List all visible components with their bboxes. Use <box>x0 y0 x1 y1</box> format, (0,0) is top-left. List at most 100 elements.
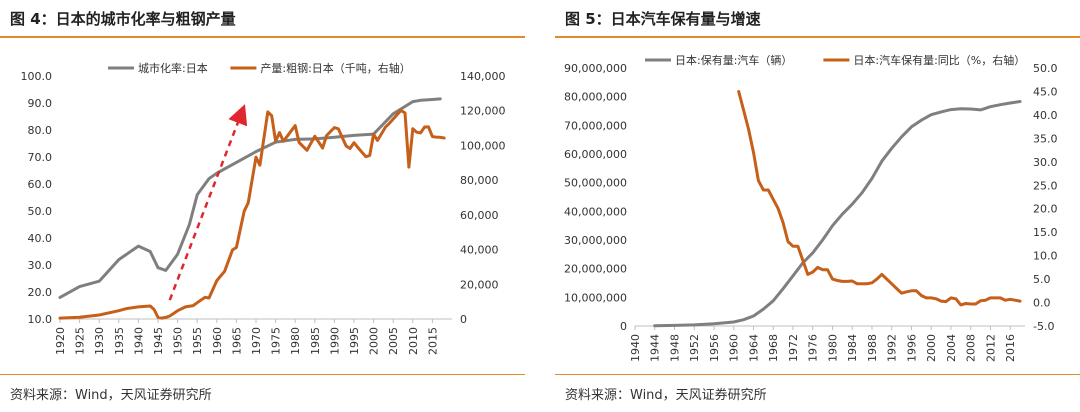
chart-panel-urbanization-steel: 图 4：日本的城市化率与粗钢产量 10.0 20.0 30.0 40.0 50.0 60.… <box>0 0 525 412</box>
y-right-tick-label: 100,000 <box>460 139 506 152</box>
y-left-tick-label: 60.0 <box>28 178 53 191</box>
x-tick-label: 1930 <box>93 327 106 355</box>
y-left-tick-label: 10.0 <box>28 313 53 326</box>
chart-source: 资料来源：Wind，天风证券研究所 <box>10 388 212 403</box>
x-tick-label: 1985 <box>309 327 322 355</box>
x-tick-label: 1945 <box>152 327 165 355</box>
x-tick-label: 2000 <box>925 334 938 362</box>
y-right-tick-label: 15.0 <box>1033 226 1058 239</box>
x-tick-label: 1984 <box>846 334 859 362</box>
x-tick-label: 1950 <box>172 327 185 355</box>
chart-title: 图 4：日本的城市化率与粗钢产量 <box>10 10 236 28</box>
y-right-tick-label: 40,000 <box>460 244 499 257</box>
x-tick-label: 1960 <box>211 327 224 355</box>
x-tick-label: 2004 <box>945 334 958 362</box>
x-tick-label: 1960 <box>728 334 741 362</box>
y-left-tick-label: 70.0 <box>28 151 53 164</box>
y-left-tick-label: 20,000,000 <box>564 263 627 276</box>
x-tick-label: 1955 <box>191 327 204 355</box>
y-left-tick-label: 30,000,000 <box>564 234 627 247</box>
series-line-right-axis <box>737 90 1022 307</box>
y-right-tick-label: 0.0 <box>1033 297 1051 310</box>
x-tick-label: 1970 <box>250 327 263 355</box>
source-divider <box>555 374 1080 375</box>
y-right-tick-label: 35.0 <box>1033 132 1058 145</box>
legend-label: 日本:汽车保有量:同比（%，右轴） <box>853 53 1025 67</box>
x-tick-label: 1980 <box>826 334 839 362</box>
x-tick-label: 1944 <box>649 334 662 362</box>
x-tick-label: 1952 <box>688 334 701 362</box>
series-line-left-axis <box>653 100 1022 328</box>
y-left-tick-label: 30.0 <box>28 259 53 272</box>
y-left-tick-label: 60,000,000 <box>564 148 627 161</box>
y-right-tick-label: 20,000 <box>460 278 499 291</box>
x-tick-label: 1975 <box>270 327 283 355</box>
x-tick-label: 1940 <box>629 334 642 362</box>
y-right-tick-label: 25.0 <box>1033 179 1058 192</box>
y-left-tick-label: 90.0 <box>28 97 53 110</box>
x-tick-label: 2010 <box>407 327 420 355</box>
x-tick-label: 1956 <box>708 334 721 362</box>
chart-title: 图 5：日本汽车保有量与增速 <box>565 10 761 28</box>
x-tick-label: 1996 <box>905 334 918 362</box>
source-divider <box>0 374 525 375</box>
x-tick-label: 1990 <box>328 327 341 355</box>
x-tick-label: 1980 <box>289 327 302 355</box>
y-left-tick-label: 100.0 <box>21 70 53 83</box>
y-left-tick-label: 40.0 <box>28 232 53 245</box>
y-right-tick-label: 0 <box>460 313 467 326</box>
y-left-tick-label: 80.0 <box>28 124 53 137</box>
x-tick-label: 1992 <box>886 334 899 362</box>
y-right-tick-label: 20.0 <box>1033 203 1058 216</box>
y-right-tick-label: 80,000 <box>460 174 499 187</box>
x-tick-label: 1968 <box>767 334 780 362</box>
y-right-tick-label: 45.0 <box>1033 85 1058 98</box>
chart-source: 资料来源：Wind，天风证券研究所 <box>565 388 767 403</box>
x-tick-label: 1995 <box>348 327 361 355</box>
x-tick-label: 2012 <box>984 334 997 362</box>
y-right-tick-label: 140,000 <box>460 70 506 83</box>
y-right-tick-label: 30.0 <box>1033 156 1058 169</box>
y-left-tick-label: 50,000,000 <box>564 177 627 190</box>
y-left-tick-label: 80,000,000 <box>564 91 627 104</box>
x-tick-label: 1935 <box>113 327 126 355</box>
y-left-tick-label: 90,000,000 <box>564 62 627 75</box>
chart-panel-car-ownership: 图 5：日本汽车保有量与增速 0 10,000,000 20,000,000 30,0… <box>555 0 1080 412</box>
x-tick-label: 2000 <box>368 327 381 355</box>
x-tick-label: 1940 <box>132 327 145 355</box>
trend-arrow-annotation <box>168 104 248 301</box>
y-left-tick-label: 40,000,000 <box>564 205 627 218</box>
x-tick-label: 1965 <box>230 327 243 355</box>
chart-car-ownership: 0 10,000,000 20,000,000 30,000,000 40,000,00… <box>564 53 1058 362</box>
y-left-tick-label: 50.0 <box>28 205 53 218</box>
y-right-tick-label: 50.0 <box>1033 62 1058 75</box>
y-left-tick-label: 0 <box>620 320 627 333</box>
title-divider <box>555 36 1080 38</box>
x-tick-label: 1972 <box>787 334 800 362</box>
legend-label: 产量:粗钢:日本（千吨，右轴） <box>260 61 410 75</box>
x-tick-label: 2015 <box>426 327 439 355</box>
y-right-tick-label: 60,000 <box>460 209 499 222</box>
x-tick-label: 1988 <box>866 334 879 362</box>
x-tick-label: 1964 <box>747 334 760 362</box>
legend-label: 日本:保有量:汽车（辆） <box>675 53 792 67</box>
x-tick-label: 2008 <box>965 334 978 362</box>
series-line-right-axis <box>58 108 446 320</box>
y-right-tick-label: 120,000 <box>460 105 506 118</box>
y-right-tick-label: 10.0 <box>1033 250 1058 263</box>
y-left-tick-label: 70,000,000 <box>564 119 627 132</box>
series-line-left-axis <box>58 97 442 299</box>
y-left-tick-label: 10,000,000 <box>564 291 627 304</box>
legend-label: 城市化率:日本 <box>138 61 208 75</box>
x-tick-label: 1976 <box>807 334 820 362</box>
x-tick-label: 2016 <box>1004 334 1017 362</box>
y-left-tick-label: 20.0 <box>28 286 53 299</box>
x-tick-label: 1948 <box>668 334 681 362</box>
x-tick-label: 1920 <box>54 327 67 355</box>
x-tick-label: 2005 <box>387 327 400 355</box>
y-right-tick-label: -5.0 <box>1033 320 1054 333</box>
chart-urbanization-steel: 10.0 20.0 30.0 40.0 50.0 60.0 70.0 80.0 90.0 100.… <box>21 61 506 355</box>
y-right-tick-label: 5.0 <box>1033 273 1051 286</box>
x-tick-label: 1925 <box>74 327 87 355</box>
title-divider <box>0 36 525 38</box>
